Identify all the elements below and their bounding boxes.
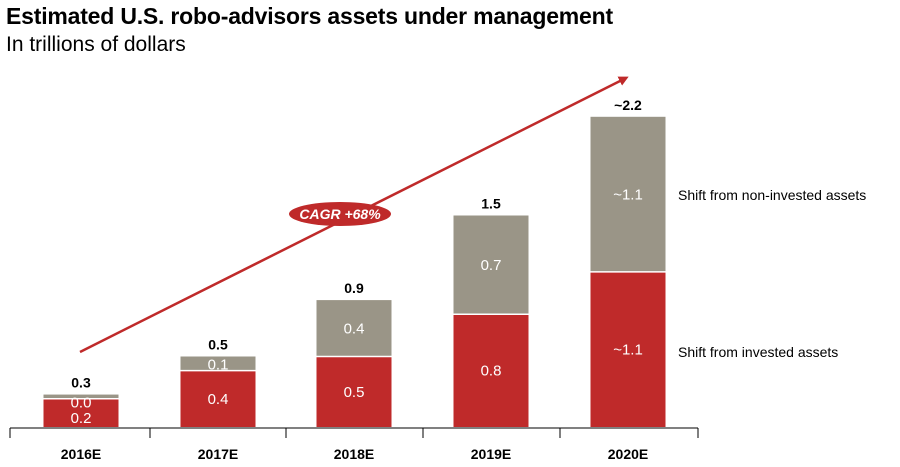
label-invested-2016E: 0.2 [71,410,92,427]
chart-subtitle: In trillions of dollars [6,33,186,56]
label-invested-2019E: 0.8 [481,363,502,380]
x-tick-2016E: 2016E [61,446,101,462]
label-non-invested-2018E: 0.4 [344,320,365,337]
chart-title: Estimated U.S. robo-advisors assets unde… [6,3,613,29]
label-invested-2017E: 0.4 [208,391,229,408]
cagr-badge [289,202,391,226]
x-tick-2020E: 2020E [608,446,648,462]
label-non-invested-2019E: 0.7 [481,257,502,274]
x-tick-2019E: 2019E [471,446,511,462]
bar-non-invested-2020E [590,116,666,272]
bar-invested-2019E [453,314,529,427]
bar-invested-2017E [180,370,256,427]
bar-non-invested-2016E [43,394,119,399]
total-label-2017E: 0.5 [208,337,228,353]
bar-non-invested-2018E [316,300,392,357]
total-label-2020E: ~2.2 [614,97,642,113]
legend-non-invested: Shift from non-invested assets [678,187,866,203]
bar-non-invested-2019E [453,215,529,315]
x-tick-2018E: 2018E [334,446,374,462]
label-non-invested-2016E: 0.0 [71,395,92,412]
bar-invested-2018E [316,356,392,427]
label-non-invested-2020E: ~1.1 [613,186,643,203]
cagr-label: CAGR +68% [299,206,381,222]
x-tick-2017E: 2017E [198,446,238,462]
label-invested-2020E: ~1.1 [613,341,643,358]
label-invested-2018E: 0.5 [344,384,365,401]
total-label-2019E: 1.5 [481,196,501,212]
bar-non-invested-2017E [180,356,256,371]
legend-invested: Shift from invested assets [678,344,838,360]
bar-invested-2016E [43,398,119,427]
bar-invested-2020E [590,271,666,427]
total-label-2016E: 0.3 [71,375,91,391]
label-non-invested-2017E: 0.1 [208,357,229,374]
total-label-2018E: 0.9 [344,280,364,296]
